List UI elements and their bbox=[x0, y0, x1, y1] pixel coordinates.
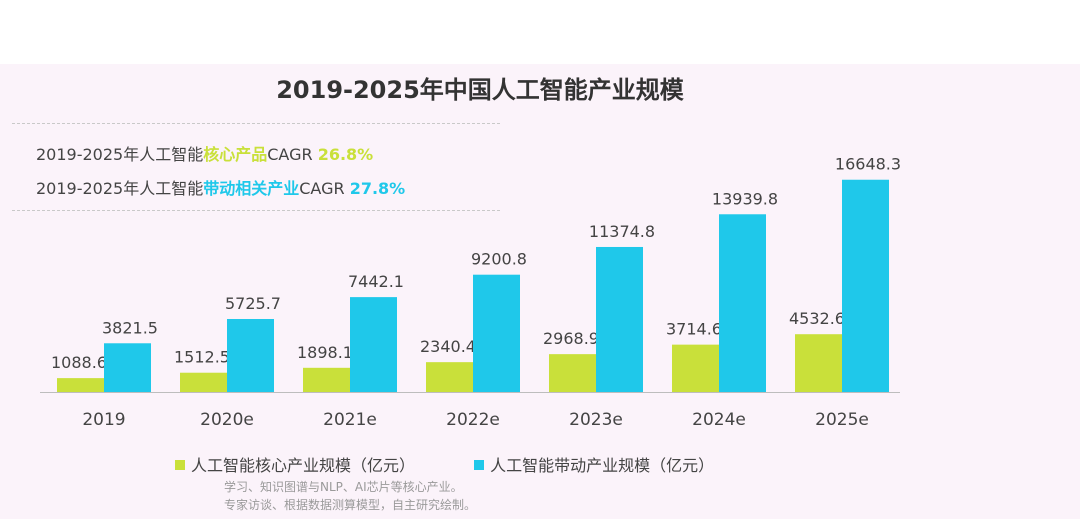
x-tick-label-2025e: 2025e bbox=[815, 410, 869, 430]
legend-swatch-drive bbox=[474, 460, 485, 470]
bar-core-2023e bbox=[549, 354, 596, 392]
bar-drive-2019 bbox=[104, 343, 151, 392]
bar-drive-2020e bbox=[227, 318, 274, 392]
bar-drive-2021e bbox=[350, 297, 397, 392]
cagr-drive-highlight: 带动相关产业 bbox=[203, 179, 300, 198]
data-label-core-2019: 1088.6 bbox=[51, 353, 107, 372]
cagr-drive-line: 2019-2025年人工智能带动相关产业CAGR 27.8% bbox=[36, 175, 405, 199]
bar-drive-2024e bbox=[719, 214, 766, 392]
cagr-core-highlight: 核心产品 bbox=[203, 145, 268, 164]
data-label-drive-2020e: 5725.7 bbox=[225, 294, 281, 313]
source-line-1: 学习、知识图谱与NLP、AI芯片等核心产业。 bbox=[224, 480, 463, 494]
bar-drive-2025e bbox=[842, 179, 889, 392]
data-label-drive-2025e: 16648.3 bbox=[835, 155, 901, 174]
legend: 人工智能核心产业规模（亿元） 人工智能带动产业规模（亿元） bbox=[175, 452, 768, 476]
legend-swatch-core bbox=[175, 460, 185, 470]
cagr-drive-value: 27.8% bbox=[349, 179, 406, 198]
data-label-core-2025e: 4532.6 bbox=[789, 309, 845, 328]
cagr-core-line: 2019-2025年人工智能核心产品CAGR 26.8% bbox=[36, 141, 373, 165]
data-label-core-2024e: 3714.6 bbox=[666, 320, 722, 339]
data-label-core-2022e: 2340.4 bbox=[420, 337, 476, 356]
bar-core-2021e bbox=[303, 367, 350, 392]
x-tick-label-2020e: 2020e bbox=[200, 410, 254, 430]
bar-core-2019 bbox=[57, 378, 104, 392]
bar-core-2025e bbox=[795, 334, 842, 392]
x-tick-label-2023e: 2023e bbox=[569, 410, 623, 430]
bar-core-2020e bbox=[180, 372, 227, 392]
data-label-drive-2021e: 7442.1 bbox=[348, 272, 404, 291]
chart-panel bbox=[0, 64, 1080, 519]
data-label-core-2020e: 1512.5 bbox=[174, 348, 230, 367]
cagr-drive-prefix: 2019-2025年人工智能 bbox=[36, 179, 204, 198]
bar-core-2024e bbox=[672, 344, 719, 392]
cagr-drive-suffix: CAGR bbox=[299, 179, 345, 198]
bar-core-2022e bbox=[426, 362, 473, 392]
bar-drive-2022e bbox=[473, 274, 520, 392]
cagr-core-suffix: CAGR bbox=[267, 145, 313, 164]
cagr-core-prefix: 2019-2025年人工智能 bbox=[36, 145, 204, 164]
data-label-drive-2023e: 11374.8 bbox=[589, 222, 655, 241]
cagr-core-value: 26.8% bbox=[317, 145, 374, 164]
legend-item-drive: 人工智能带动产业规模（亿元） bbox=[474, 452, 714, 476]
data-label-drive-2024e: 13939.8 bbox=[712, 189, 778, 208]
cagr-box: 2019-2025年人工智能核心产品CAGR 26.8% 2019-2025年人… bbox=[12, 123, 500, 211]
data-label-drive-2019: 3821.5 bbox=[102, 318, 158, 337]
legend-label-drive: 人工智能带动产业规模（亿元） bbox=[490, 456, 715, 475]
x-tick-label-2021e: 2021e bbox=[323, 410, 377, 430]
data-label-core-2023e: 2968.9 bbox=[543, 329, 599, 348]
source-line-2: 专家访谈、根据数据测算模型，自主研究绘制。 bbox=[224, 498, 477, 512]
bar-drive-2023e bbox=[596, 246, 643, 392]
data-label-core-2021e: 1898.1 bbox=[297, 343, 353, 362]
chart-title: 2019-2025年中国人工智能产业规模 bbox=[276, 76, 684, 104]
source-note: 学习、知识图谱与NLP、AI芯片等核心产业。 专家访谈、根据数据测算模型，自主研… bbox=[224, 478, 476, 514]
x-tick-label-2019: 2019 bbox=[82, 410, 125, 430]
x-tick-label-2022e: 2022e bbox=[446, 410, 500, 430]
data-label-drive-2022e: 9200.8 bbox=[471, 250, 527, 269]
legend-label-core: 人工智能核心产业规模（亿元） bbox=[191, 456, 416, 475]
x-tick-label-2024e: 2024e bbox=[692, 410, 746, 430]
legend-item-core: 人工智能核心产业规模（亿元） bbox=[175, 452, 415, 476]
